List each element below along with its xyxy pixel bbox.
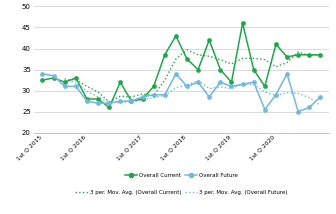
Legend: 3 per. Mov. Avg. (Overall Current), 3 per. Mov. Avg. (Overall Future): 3 per. Mov. Avg. (Overall Current), 3 pe… (75, 190, 288, 195)
